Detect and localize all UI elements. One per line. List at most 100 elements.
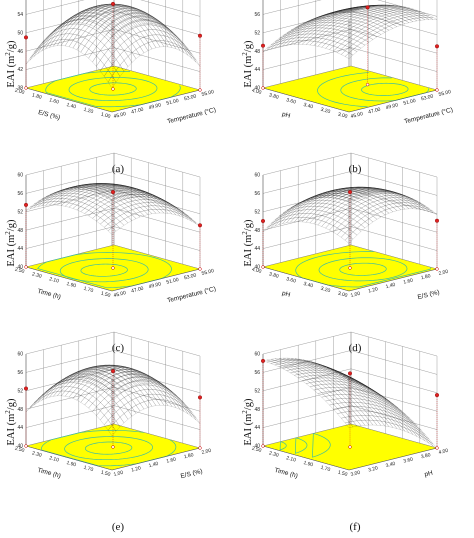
surface-plot: 40444852566045.0047.0049.0051.0053.0055.… [241,0,454,175]
z-tick-label: 60 [254,173,260,179]
z-tick-label: 60 [17,352,23,358]
design-point [261,219,266,224]
y-tick-label: 1.90 [303,460,314,468]
x-axis-label: Temperature (°C) [166,285,216,305]
x-tick-label: 1.00 [113,470,124,478]
design-point-projection [261,86,265,90]
z-tick-label: 56 [254,12,260,18]
design-point [24,35,29,40]
design-point-projection [198,88,202,92]
floor-contour-line [40,430,177,467]
z-tick-label: 60 [17,173,23,179]
x-tick-label: 45.00 [113,111,127,120]
x-tick-label: 3.20 [368,465,379,473]
floor-contour-line [37,252,172,289]
floor-contour-line [340,77,430,102]
z-tick-label: 48 [254,407,260,413]
chart-panel-e: 40 44 48 52 56 60 1.00 1.20 1.40 1.60 1.80 2.00 1.50… [0,331,237,537]
z-tick-label: 40 [254,444,260,450]
design-point-projection [365,82,370,87]
x-tick-label: 53.00 [183,272,197,281]
floor-contour-line [294,437,308,454]
z-tick-label: 42 [17,67,23,73]
x-tick-label: 45.00 [113,290,127,299]
surface-plot: 40 44 48 52 56 60 1.00 1.20 1.40 1.60 1.80 2.00 3.00… [241,152,449,354]
floor-contour-line [84,441,133,455]
y-tick-label: 1.70 [83,286,94,294]
y-tick-label: 2.10 [285,455,296,463]
chart-panel-d: 40 44 48 52 56 60 1.00 1.20 1.40 1.60 1.80 2.00 3.00… [237,152,474,358]
y-tick-label: 1.00 [100,112,111,120]
y-tick-label: 3.20 [320,286,331,294]
y-tick-label: 1.90 [66,460,77,468]
surface-plot: 40 44 48 52 56 60 3.00 3.20 3.40 3.60 3.80 4.00 1.50… [241,331,449,533]
z-tick-label: 44 [17,425,23,431]
design-point-projection [435,88,439,92]
y-axis-label: pH [281,111,291,120]
design-point [261,43,266,48]
y-axis-label: Time (h) [37,288,62,301]
floor-contour-line [59,258,149,283]
panel-caption: (f) [350,521,361,533]
design-point [197,395,202,400]
y-tick-label: 1.60 [48,97,59,105]
design-point-projection [435,267,439,271]
response-surface [25,3,201,89]
design-point-projection [435,446,439,450]
floor-contour-line [279,441,287,451]
z-tick-label: 56 [17,370,23,376]
surface-plot: 38424650545845.0047.0049.0051.0053.0055.… [4,0,217,175]
floor-contour-line [68,77,158,101]
x-tick-label: 1.80 [420,273,431,281]
y-tick-label: 2.30 [268,450,279,458]
design-point [24,202,29,207]
x-tick-label: 3.40 [385,461,396,469]
chart-panel-c: 40 44 48 52 56 60 45.00 47.00 49.00 51.00 53.00 55.… [0,152,237,358]
design-point-projection [348,266,352,270]
y-tick-label: 2.00 [14,88,25,96]
panel-caption: (c) [112,342,125,354]
floor-contour-line [80,263,128,277]
y-tick-label: 3.00 [337,291,348,299]
x-tick-label: 1.20 [131,465,142,473]
x-axis-label: E/S (%) [180,468,203,480]
y-tick-label: 2.30 [31,450,42,458]
y-tick-label: 1.70 [320,465,331,473]
response-surface [262,186,438,244]
x-tick-label: 3.80 [420,452,431,460]
z-tick-label: 60 [254,352,260,358]
x-axis-label: pH [424,470,434,479]
x-tick-label: 51.00 [166,98,180,107]
x-tick-label: 55.00 [201,89,215,98]
z-tick-label: 56 [254,370,260,376]
x-tick-label: 2.00 [438,269,449,277]
grid-walls [25,0,201,112]
design-point [347,371,352,376]
design-point-projection [198,267,202,271]
y-tick-label: 1.80 [31,92,42,100]
x-tick-label: 3.60 [403,457,414,465]
y-tick-label: 2.30 [31,271,42,279]
y-tick-label: 2.10 [48,455,59,463]
y-tick-label: 1.70 [83,465,94,473]
x-tick-label: 1.60 [403,278,414,286]
y-axis-label: E/S (%) [37,109,60,122]
z-tick-label: 44 [254,67,260,73]
z-tick-label: 44 [254,246,260,252]
design-point-projection [111,445,115,449]
x-tick-label: 3.00 [350,470,361,478]
y-tick-label: 1.90 [66,281,77,289]
x-tick-label: 47.00 [131,286,145,295]
x-tick-label: 2.00 [201,448,212,456]
y-tick-label: 3.60 [285,276,296,284]
response-surface [25,364,201,437]
design-point [197,33,202,38]
z-tick-label: 46 [17,49,23,55]
y-axis-label: pH [281,290,291,299]
y-tick-label: 1.50 [100,470,111,478]
design-point-projection [261,444,265,448]
z-axis-label: EAI (m2/g) [4,398,17,445]
design-point [110,1,115,6]
floor-contour-line [361,82,409,96]
